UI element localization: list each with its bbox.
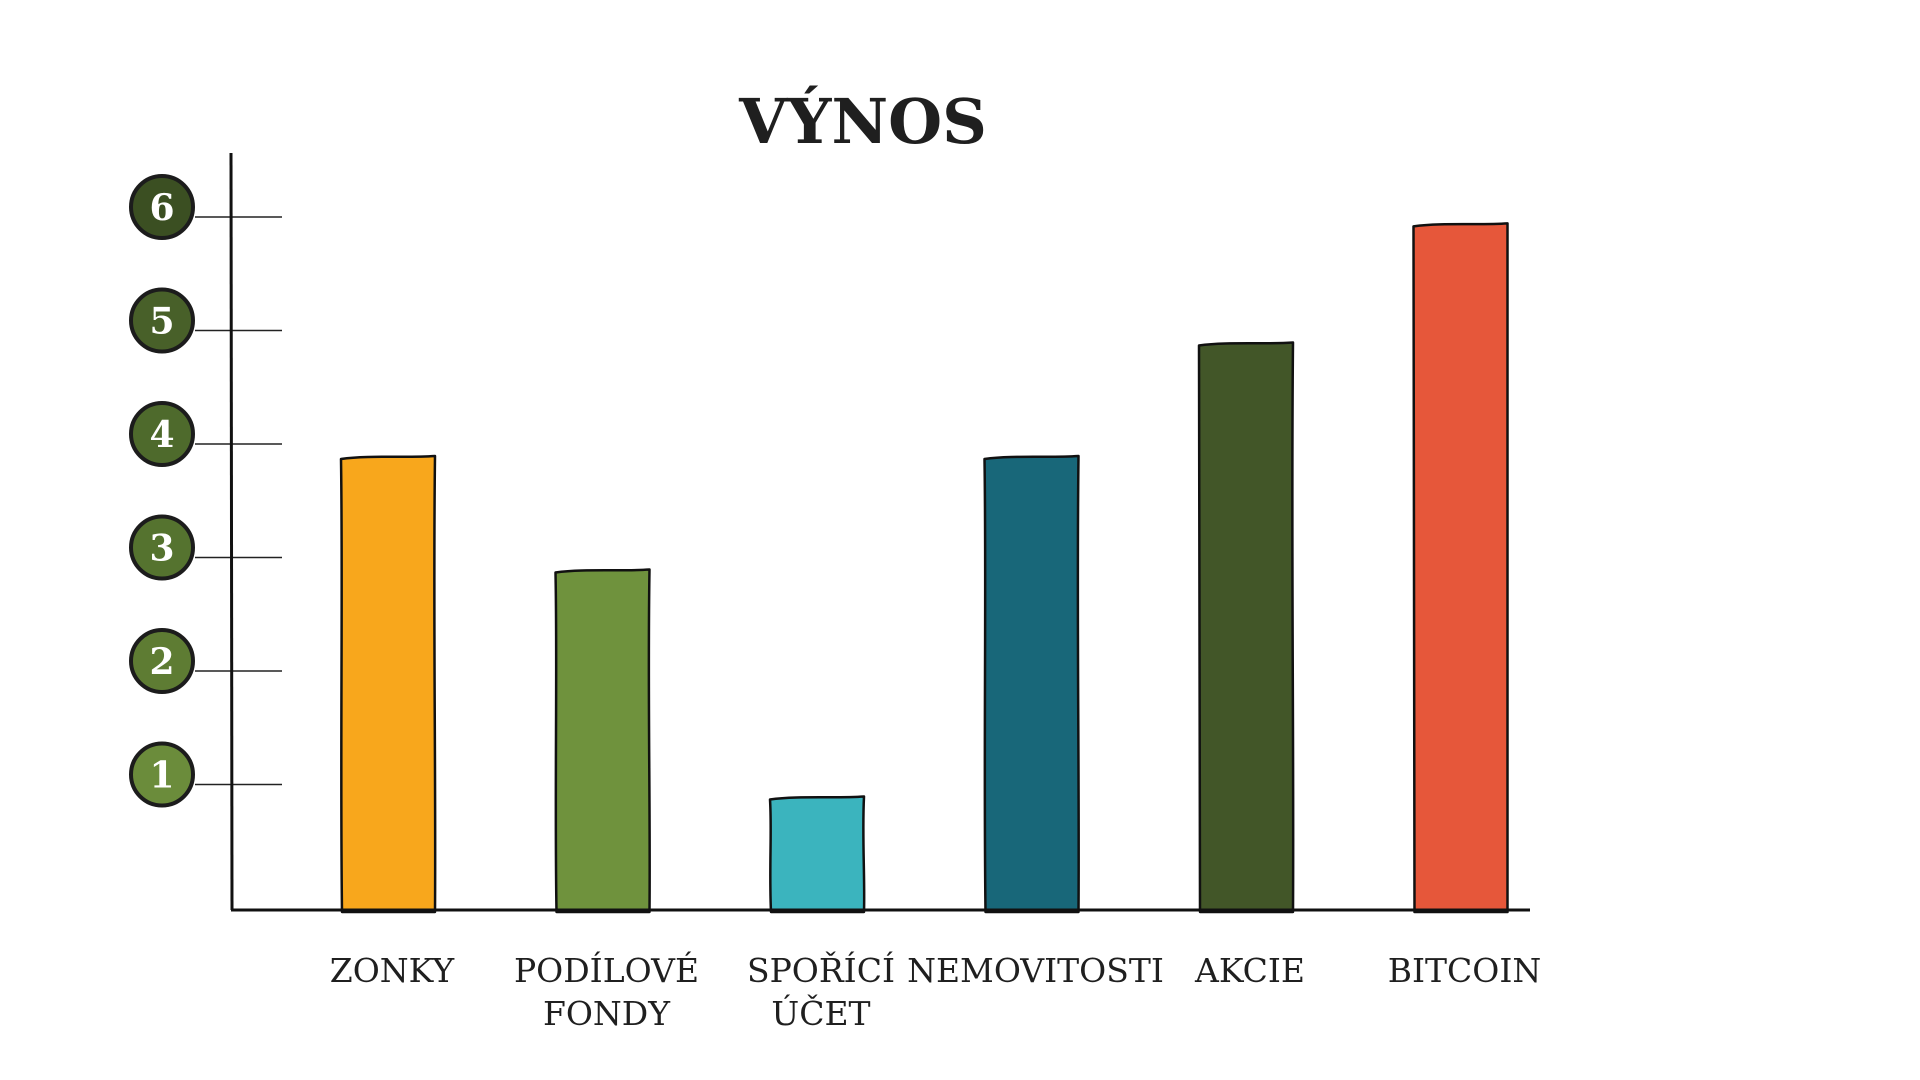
y-tick: 1 <box>129 741 282 808</box>
y-tick-label: 4 <box>149 414 174 456</box>
y-tick-label: 3 <box>149 528 174 570</box>
y-tick-label: 6 <box>149 187 174 229</box>
x-tick-label: SPOŘÍCÍ ÚČET <box>747 950 895 1033</box>
y-axis-ticks: 1 2 3 4 5 6 <box>129 174 282 808</box>
y-tick: 6 <box>129 174 282 240</box>
bar <box>339 454 437 914</box>
y-tick: 4 <box>129 401 282 467</box>
bar <box>768 795 866 914</box>
x-tick-label: BITCOIN <box>1388 951 1542 990</box>
x-tick-label: PODÍLOVÉ FONDY <box>514 950 699 1033</box>
bars <box>339 222 1509 914</box>
y-tick-label: 5 <box>149 301 174 343</box>
x-tick-label: NEMOVITOSTI <box>907 951 1164 990</box>
bar <box>1197 341 1295 914</box>
y-tick-badge <box>129 514 195 581</box>
chart-title: VÝNOS <box>738 85 987 158</box>
x-axis-labels: ZONKY PODÍLOVÉ FONDY SPOŘÍCÍ ÚČET NEMOVITOSTI… <box>330 950 1541 1033</box>
y-tick: 2 <box>129 628 282 694</box>
y-tick-badge <box>129 174 195 240</box>
y-tick-label: 2 <box>149 641 174 683</box>
y-axis-line <box>229 152 234 911</box>
y-tick-badge <box>129 628 195 694</box>
x-tick-label: ZONKY <box>330 951 456 990</box>
bar <box>983 454 1080 914</box>
y-tick: 3 <box>129 514 282 581</box>
y-tick-label: 1 <box>149 755 174 797</box>
bar <box>554 568 651 914</box>
y-tick: 5 <box>129 287 282 354</box>
x-tick-label: AKCIE <box>1194 951 1305 990</box>
axes <box>229 152 1530 912</box>
y-tick-badge <box>129 741 195 808</box>
y-tick-badge <box>129 287 195 354</box>
y-tick-badge <box>129 401 195 467</box>
bar <box>1412 222 1509 914</box>
